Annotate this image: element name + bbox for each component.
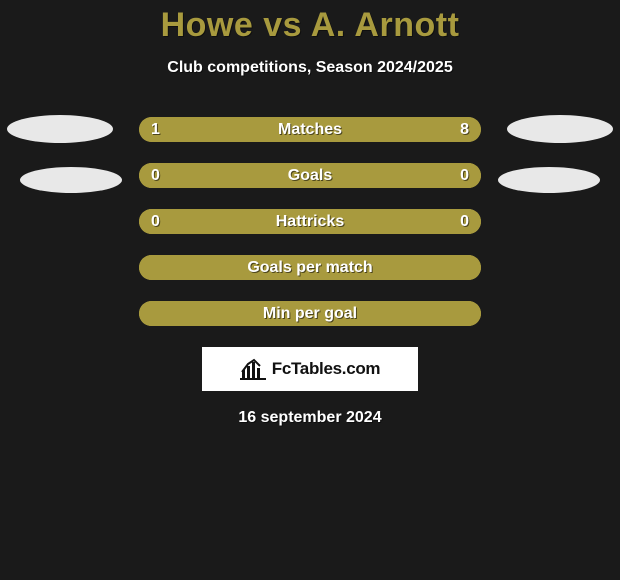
stat-label: Goals: [139, 163, 481, 188]
title-player-left: Howe: [161, 6, 254, 44]
stat-area: 18Matches 00Goals 00Hattricks Goals per mat…: [0, 117, 620, 326]
player-left-marker-1: [7, 115, 113, 143]
stat-bar: 00Goals: [139, 163, 481, 188]
stat-bar: 00Hattricks: [139, 209, 481, 234]
stat-bar: 18Matches: [139, 117, 481, 142]
title-player-right: A. Arnott: [311, 6, 460, 44]
brand-label: FcTables.com: [272, 359, 381, 379]
season-subtitle: Club competitions, Season 2024/2025: [0, 59, 620, 77]
comparison-title: Howe vs A. Arnott: [0, 0, 620, 45]
title-vs: vs: [263, 6, 302, 44]
player-right-marker-1: [507, 115, 613, 143]
stat-bar: Min per goal: [139, 301, 481, 326]
comparison-bars: 18Matches 00Goals 00Hattricks Goals per mat…: [139, 117, 481, 326]
player-right-marker-2: [498, 167, 600, 193]
chart-icon: [240, 358, 266, 380]
snapshot-date: 16 september 2024: [0, 409, 620, 427]
player-left-marker-2: [20, 167, 122, 193]
stat-label: Hattricks: [139, 209, 481, 234]
stat-label: Min per goal: [139, 301, 481, 326]
brand-box[interactable]: FcTables.com: [202, 347, 418, 391]
stat-label: Goals per match: [139, 255, 481, 280]
stat-label: Matches: [139, 117, 481, 142]
stat-bar: Goals per match: [139, 255, 481, 280]
